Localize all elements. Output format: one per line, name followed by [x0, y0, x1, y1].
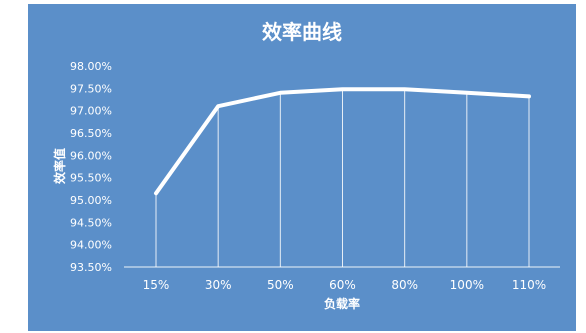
chart-title: 效率曲线	[262, 20, 342, 44]
y-tick-labels: 93.50% 94.00% 94.50% 95.00% 95.50% 96.00% 96.5…	[70, 60, 112, 274]
x-tick-label: 30%	[205, 278, 232, 292]
y-tick-label: 98.00%	[70, 60, 112, 73]
y-tick-label: 96.00%	[70, 149, 112, 162]
y-tick-label: 94.00%	[70, 239, 112, 252]
x-tick-label: 15%	[143, 278, 170, 292]
x-tick-label: 100%	[450, 278, 484, 292]
x-tick-label: 80%	[391, 278, 418, 292]
x-axis-label: 负载率	[324, 296, 360, 311]
y-tick-label: 97.00%	[70, 105, 112, 118]
drop-lines	[155, 89, 530, 267]
y-axis-label: 效率值	[52, 148, 67, 184]
x-tick-labels: 15% 30% 50% 60% 80% 100% 110%	[143, 278, 546, 292]
y-tick-label: 96.50%	[70, 127, 112, 140]
y-tick-label: 95.50%	[70, 172, 112, 185]
y-tick-label: 97.50%	[70, 82, 112, 95]
y-tick-label: 95.00%	[70, 194, 112, 207]
y-tick-label: 93.50%	[70, 261, 112, 274]
efficiency-series-line	[154, 87, 531, 196]
x-tick-label: 110%	[512, 278, 546, 292]
x-tick-label: 50%	[267, 278, 294, 292]
y-tick-label: 94.50%	[70, 216, 112, 229]
x-tick-label: 60%	[329, 278, 356, 292]
chart-background	[28, 4, 576, 331]
